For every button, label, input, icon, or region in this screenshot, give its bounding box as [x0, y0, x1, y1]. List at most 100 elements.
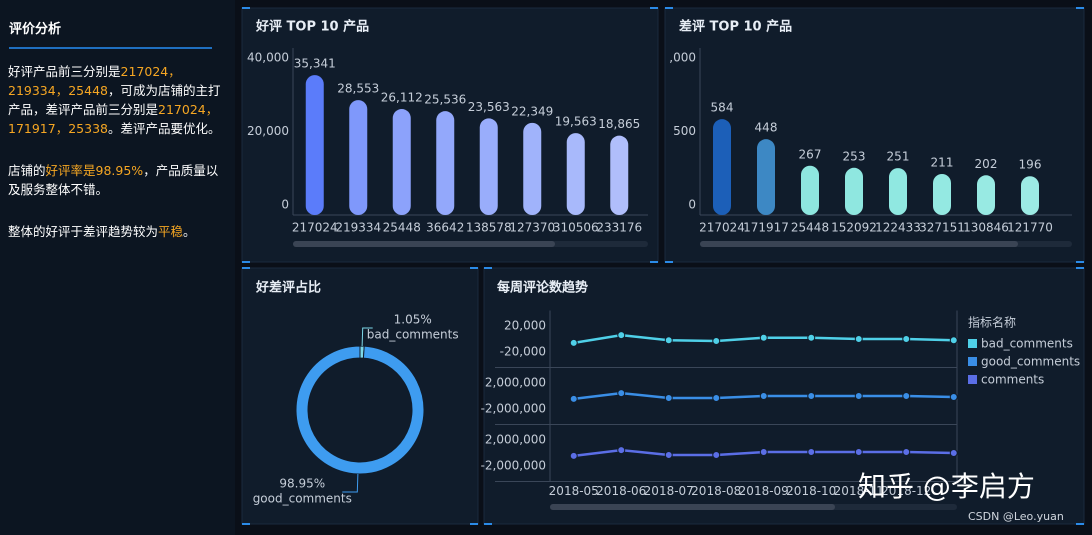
point [759, 448, 768, 457]
bar [523, 122, 542, 215]
bar [610, 135, 629, 215]
point [712, 336, 721, 345]
highlight-text: 好评率是98.95% [45, 163, 144, 178]
point [949, 392, 958, 401]
corner-marks [242, 7, 1084, 525]
chart-title: 好评 TOP 10 产品 [255, 19, 369, 35]
x-tick-label: 121770 [1007, 221, 1053, 235]
watermark: CSDN @Leo.yuan [968, 510, 1064, 523]
bar [757, 139, 775, 215]
slice-value: 1.05% [394, 313, 432, 327]
value-label: 448 [755, 121, 778, 135]
slice-name: good_comments [253, 491, 352, 505]
point [664, 336, 673, 345]
chart-title: 差评 TOP 10 产品 [679, 19, 792, 35]
value-label: 202 [975, 157, 998, 171]
point [902, 335, 911, 343]
legend-swatch [968, 357, 977, 366]
text: ，产品质量以及服务整体不错。 [8, 163, 219, 197]
x-tick-label: 127370 [509, 221, 555, 235]
corner-accents [242, 7, 1084, 525]
legend-label: good_comments [981, 355, 1080, 369]
y-tick-label: 0 [281, 198, 289, 212]
point [617, 331, 626, 340]
y-tick-label: 20,000 [504, 319, 546, 333]
point [807, 392, 816, 400]
value-label: 23,563 [468, 100, 510, 114]
bar [436, 111, 455, 215]
y-tick-label: -20,000 [500, 344, 546, 358]
value-label: 26,112 [381, 91, 423, 105]
slice-name: bad_comments [367, 328, 459, 342]
scroll-thumb [550, 504, 835, 510]
x-tick-label: 171917 [743, 221, 789, 235]
legend-swatch [968, 339, 977, 348]
highlight-text: 217024，171917，25338 [8, 102, 219, 136]
sidebar-title: 评价分析 [9, 22, 62, 37]
y-tick-label: 20,000 [247, 124, 289, 138]
point [712, 450, 721, 459]
chart-title: 每周评论数趋势 [497, 280, 588, 296]
watermark: 知乎 @李启方 [858, 470, 1035, 503]
value-label: 267 [799, 147, 822, 161]
x-tick-label: 2018-07 [644, 484, 694, 498]
x-tick-label: 36642 [426, 221, 464, 235]
x-tick-label: 2018-08 [691, 484, 741, 498]
text: 。差评产品要优化。 [107, 121, 221, 136]
point [807, 448, 816, 457]
chart-title: 好差评占比 [255, 280, 321, 296]
bar [977, 175, 995, 215]
value-label: 19,563 [555, 115, 597, 129]
point [807, 333, 816, 342]
y-tick-label: 2,000,000 [485, 433, 546, 447]
value-label: 28,553 [337, 82, 379, 96]
text: 。 [183, 224, 196, 239]
x-tick-label: 152092 [831, 221, 877, 235]
x-tick-label: 25448 [791, 221, 829, 235]
leader-line [361, 327, 373, 347]
paragraph: 整体的好评于差评趋势较为平稳。 [8, 222, 222, 241]
slice-value: 98.95% [279, 476, 325, 490]
point [759, 333, 768, 342]
x-tick-label: 217024 [699, 221, 745, 235]
bar [479, 118, 498, 215]
value-label: 196 [1019, 158, 1042, 172]
x-tick-label: 2018-12 [881, 484, 931, 498]
point [759, 392, 768, 400]
scroll-thumb [700, 241, 1018, 247]
bar [845, 167, 863, 215]
x-tick-label: 233176 [596, 221, 642, 235]
value-label: 35,341 [294, 57, 336, 71]
text: 整体的好评于差评趋势较为 [8, 224, 159, 239]
legend-title: 指标名称 [968, 315, 1016, 330]
x-tick-label: 2018-05 [549, 484, 599, 498]
legend-label: comments [981, 373, 1044, 387]
panel [241, 267, 479, 525]
y-tick-label: -2,000,000 [481, 401, 546, 415]
x-tick-label: 122433 [875, 221, 921, 235]
x-tick-label: 25448 [383, 221, 421, 235]
point [664, 450, 673, 459]
point [617, 389, 626, 398]
legend-label: bad_comments [981, 337, 1073, 351]
value-label: 22,349 [511, 104, 553, 118]
bar [349, 100, 368, 215]
point [902, 448, 911, 457]
point [569, 451, 578, 460]
value-label: 251 [887, 150, 910, 164]
value-label: 253 [843, 149, 866, 163]
sidebar: 评价分析 好评产品前三分别是217024，219334，25448，可成为店铺的… [0, 0, 235, 535]
point [569, 394, 578, 403]
x-tick-label: 327151 [919, 221, 965, 235]
point [854, 448, 863, 457]
x-tick-label: 2018-10 [786, 484, 836, 498]
bar [801, 165, 819, 215]
y-tick-label: 0 [688, 198, 696, 212]
x-tick-label: 2018-09 [739, 484, 789, 498]
highlight-text: 217024，219334，25448 [8, 64, 181, 98]
text: ，可成为店铺的主打产品，差评产品前三分别是 [8, 83, 221, 117]
text: 好评产品前三分别是 [8, 64, 121, 79]
y-tick-label: ,000 [669, 51, 696, 65]
